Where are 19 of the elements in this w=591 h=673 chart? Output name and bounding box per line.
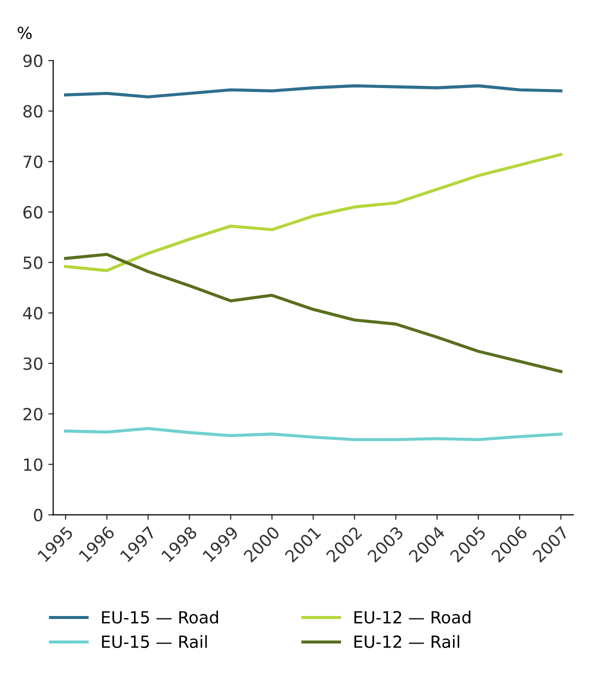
y-tick-label: 90 xyxy=(23,54,42,68)
line-series xyxy=(64,427,562,442)
y-tick-label: 10 xyxy=(24,458,42,471)
y-tick-label: 30 xyxy=(24,357,42,370)
y-tick-label: 60 xyxy=(23,206,42,219)
legend-label: EU-15 — Road xyxy=(102,610,218,624)
y-tick-label: 50 xyxy=(24,256,42,270)
legend-label: EU-12 — Rail xyxy=(354,635,460,648)
y-tick-label: 80 xyxy=(23,105,42,118)
legend-label: EU-15 — Rail xyxy=(102,635,207,648)
y-axis-title: % xyxy=(18,26,32,40)
y-tick-label: 20 xyxy=(23,408,42,420)
line-series xyxy=(64,84,562,98)
line-series xyxy=(64,152,562,272)
y-tick-label: 40 xyxy=(23,306,42,320)
line-series xyxy=(64,252,562,374)
y-tick-label: 70 xyxy=(24,155,42,168)
y-tick-label: 0 xyxy=(34,508,42,522)
legend-label: EU-12 — Road xyxy=(354,610,470,624)
